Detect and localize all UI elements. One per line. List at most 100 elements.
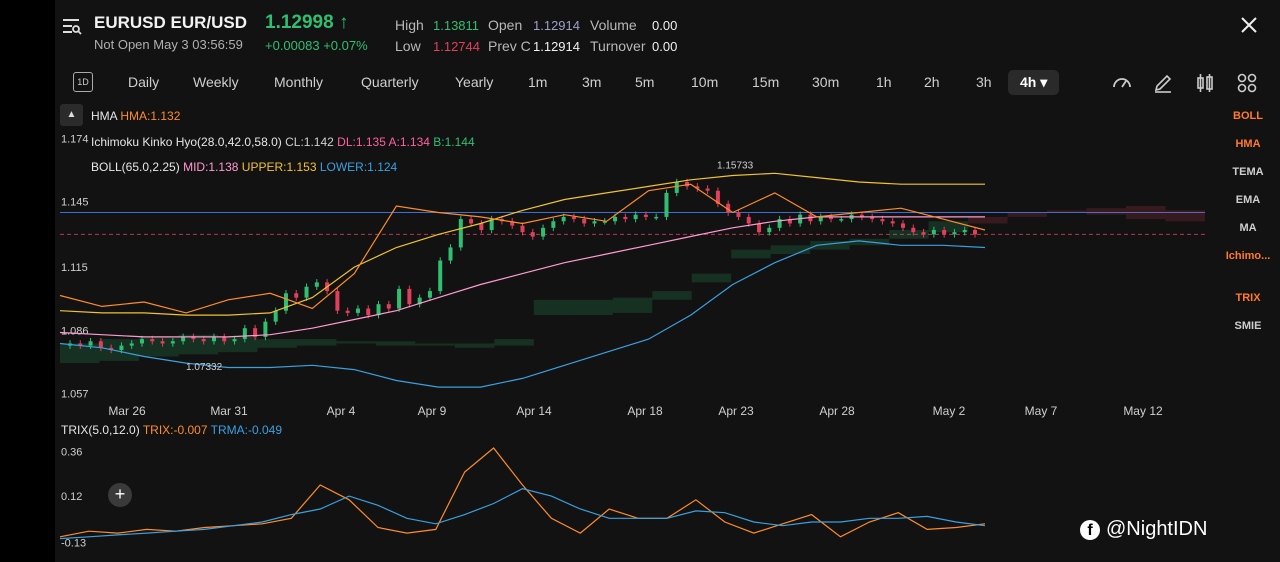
sidebar-item-ma[interactable]: MA — [1239, 222, 1257, 234]
candle-body — [551, 221, 556, 228]
candle-body — [119, 345, 124, 350]
x-tick-label: Apr 9 — [418, 404, 447, 418]
candle-body — [602, 221, 607, 223]
x-tick-label: Mar 26 — [108, 404, 146, 418]
tab-1h[interactable]: 1h — [876, 74, 892, 90]
menu-icon[interactable] — [60, 15, 82, 37]
price-change: +0.00083 +0.07% — [265, 38, 368, 53]
candle-body — [592, 221, 597, 224]
legend-ichimoku: Ichimoku Kinko Hyo(28.0,42.0,58.0) CL:1.… — [91, 135, 475, 149]
sidebar-item-hma[interactable]: HMA — [1235, 138, 1261, 150]
tab-30m[interactable]: 30m — [812, 74, 840, 90]
stat-label: High — [395, 17, 424, 33]
legend-boll-upper: UPPER:1.153 — [241, 160, 317, 174]
candle-body — [859, 214, 864, 217]
draw-pen-icon[interactable] — [1152, 72, 1174, 94]
collapse-legend-icon[interactable]: ▲ — [60, 104, 83, 126]
app-root: EURUSD EUR/USD 1.12998 ↑ Not Open May 3 … — [55, 0, 1280, 562]
legend-trix: TRIX(5.0,12.0) TRIX:-0.007 TRMA:-0.049 — [61, 423, 282, 437]
tab-2h[interactable]: 2h — [924, 74, 940, 90]
ichimoku-cloud-segment — [454, 343, 495, 348]
tab-3m[interactable]: 3m — [582, 74, 602, 90]
facebook-icon: f — [1080, 520, 1100, 540]
candle-body — [870, 216, 875, 220]
legend-boll: BOLL(65.0,2.25) MID:1.138 UPPER:1.153 LO… — [91, 160, 397, 174]
candle-body — [366, 308, 371, 316]
add-indicator-button[interactable]: + — [108, 483, 132, 507]
tab-10m[interactable]: 10m — [691, 74, 719, 90]
tab-monthly[interactable]: Monthly — [274, 74, 324, 90]
candle-body — [757, 223, 762, 233]
candle-body — [191, 336, 196, 340]
stat-label: Volume — [590, 17, 637, 33]
grid-layout-icon[interactable] — [1236, 72, 1258, 94]
sidebar-item-ema[interactable]: EMA — [1235, 194, 1261, 206]
legend-trma-value: TRMA:-0.049 — [210, 423, 283, 437]
candle-body — [170, 341, 175, 344]
ichimoku-cloud-segment — [257, 339, 297, 348]
tab-weekly[interactable]: Weekly — [193, 74, 239, 90]
sidebar-item-ichimo[interactable]: Ichimo... — [1225, 250, 1271, 262]
candle-body — [705, 188, 710, 191]
ichimoku-cloud-segment — [296, 339, 337, 346]
stat-label: Turnover — [590, 38, 646, 54]
candle-body — [767, 227, 772, 233]
legend-ichimoku-name: Ichimoku Kinko Hyo(28.0,42.0,58.0) — [91, 135, 282, 149]
trix-series-trix — [59, 447, 986, 538]
stat-value: 1.12914 — [533, 18, 580, 33]
candle-body — [818, 216, 823, 222]
candle-type-icon[interactable] — [1194, 72, 1216, 94]
candle-body — [829, 216, 834, 220]
candle-body — [160, 341, 165, 344]
trix-series-trma — [59, 488, 986, 540]
candle-body — [736, 212, 741, 217]
ichimoku-cloud-segment — [178, 334, 218, 355]
tab-1m[interactable]: 1m — [528, 74, 548, 90]
candle-body — [109, 347, 114, 350]
gauge-icon[interactable] — [1111, 72, 1133, 94]
sidebar-item-smie[interactable]: SMIE — [1234, 320, 1262, 332]
tab-quarterly[interactable]: Quarterly — [361, 74, 419, 90]
series-upper — [59, 172, 985, 316]
day-icon[interactable]: 1D — [73, 72, 93, 92]
y-tick-label: 1.115 — [61, 262, 88, 274]
sidebar-item-tema[interactable]: TEMA — [1232, 166, 1264, 178]
tab-3h[interactable]: 3h — [976, 74, 992, 90]
ichimoku-cloud-segment — [573, 299, 613, 316]
tab-4h[interactable]: 4h ▾ — [1008, 70, 1060, 95]
ichimoku-cloud-segment — [1047, 210, 1087, 213]
candle-body — [232, 339, 237, 342]
legend-hma: HMA HMA:1.132 — [91, 109, 180, 123]
ichimoku-cloud-segment — [612, 297, 653, 313]
close-icon[interactable] — [1238, 14, 1260, 36]
candle-body — [273, 310, 278, 322]
ichimoku-cloud-segment — [1007, 212, 1048, 217]
tab-daily[interactable]: Daily — [128, 74, 160, 90]
candle-body — [921, 232, 926, 235]
ichimoku-cloud-segment — [968, 216, 1008, 224]
tab-15m[interactable]: 15m — [752, 74, 780, 90]
tab-5m[interactable]: 5m — [635, 74, 655, 90]
candle-body — [479, 223, 484, 230]
x-tick-label: May 7 — [1025, 404, 1058, 418]
ichimoku-cloud-segment — [494, 339, 534, 346]
candle-body — [263, 321, 268, 337]
trix-y-tick-label: 0.12 — [61, 491, 82, 503]
candle-body — [489, 219, 494, 230]
sidebar-item-trix[interactable]: TRIX — [1235, 292, 1261, 304]
ichimoku-cloud-segment — [415, 343, 455, 346]
tab-yearly[interactable]: Yearly — [455, 74, 494, 90]
x-tick-label: Apr 14 — [516, 404, 552, 418]
candle-body — [695, 186, 700, 189]
price-chart[interactable]: 1.174 1.145 1.115 1.086 1.057 Mar 26 Mar 31 Apr… — [55, 100, 1215, 562]
sidebar-item-boll[interactable]: BOLL — [1233, 110, 1263, 122]
candle-body — [715, 190, 720, 204]
candle-body — [438, 260, 443, 292]
candle-body — [129, 343, 134, 346]
candle-body — [633, 214, 638, 220]
trix-y-tick-label: 0.36 — [61, 447, 82, 459]
legend-ichimoku-a: A:1.134 — [388, 135, 430, 149]
legend-boll-name: BOLL(65.0,2.25) — [91, 160, 180, 174]
candle-body — [469, 219, 474, 224]
candle-body — [211, 336, 216, 342]
